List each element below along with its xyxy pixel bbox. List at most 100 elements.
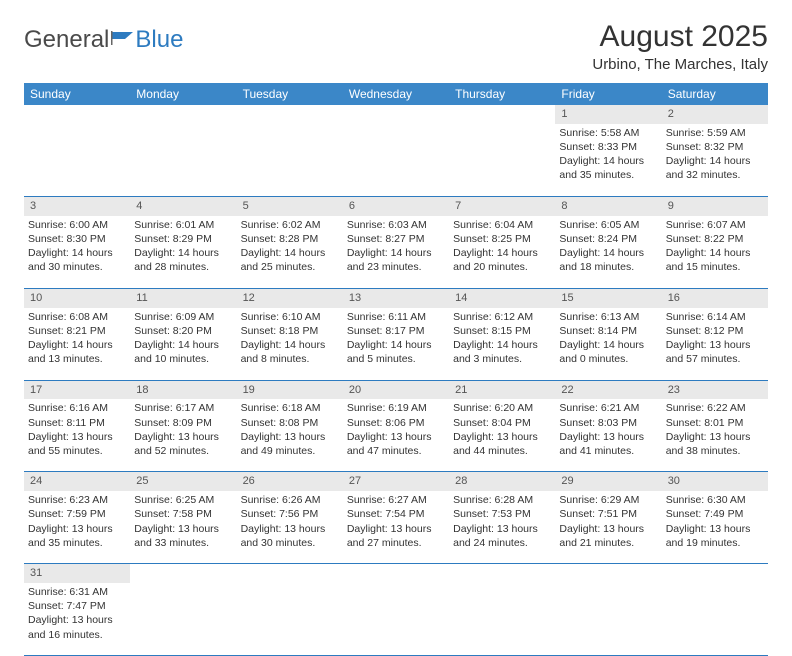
sunrise-text: Sunrise: 6:29 AM [559,493,657,507]
day-number-cell: 26 [237,472,343,491]
day-number-cell: 31 [24,564,130,583]
day-detail-cell: Sunrise: 6:25 AMSunset: 7:58 PMDaylight:… [130,491,236,564]
weekday-header: Thursday [449,83,555,105]
daylight-text: Daylight: 13 hours and 27 minutes. [347,522,445,550]
weekday-header: Sunday [24,83,130,105]
sunrise-text: Sunrise: 6:28 AM [453,493,551,507]
sunset-text: Sunset: 8:27 PM [347,232,445,246]
daylight-text: Daylight: 14 hours and 8 minutes. [241,338,339,366]
logo-text-2: Blue [135,26,183,54]
day-number-row: 24252627282930 [24,472,768,491]
daylight-text: Daylight: 13 hours and 21 minutes. [559,522,657,550]
day-detail-cell [343,124,449,197]
day-detail-cell: Sunrise: 6:05 AMSunset: 8:24 PMDaylight:… [555,216,661,289]
day-detail-row: Sunrise: 6:16 AMSunset: 8:11 PMDaylight:… [24,399,768,472]
sunrise-text: Sunrise: 6:19 AM [347,401,445,415]
calendar-table: SundayMondayTuesdayWednesdayThursdayFrid… [24,83,768,656]
sunset-text: Sunset: 8:04 PM [453,416,551,430]
weekday-header: Saturday [662,83,768,105]
sunrise-text: Sunrise: 6:04 AM [453,218,551,232]
day-detail-cell [24,124,130,197]
day-detail-cell: Sunrise: 6:14 AMSunset: 8:12 PMDaylight:… [662,308,768,381]
daylight-text: Daylight: 13 hours and 41 minutes. [559,430,657,458]
sunrise-text: Sunrise: 6:10 AM [241,310,339,324]
sunset-text: Sunset: 8:30 PM [28,232,126,246]
day-number-cell: 3 [24,196,130,215]
sunset-text: Sunset: 7:47 PM [28,599,126,613]
day-number-cell: 10 [24,288,130,307]
day-number-cell: 20 [343,380,449,399]
day-detail-row: Sunrise: 6:31 AMSunset: 7:47 PMDaylight:… [24,583,768,656]
sunrise-text: Sunrise: 6:09 AM [134,310,232,324]
day-detail-cell: Sunrise: 6:09 AMSunset: 8:20 PMDaylight:… [130,308,236,381]
daylight-text: Daylight: 14 hours and 35 minutes. [559,154,657,182]
day-detail-cell [555,583,661,656]
day-number-cell: 5 [237,196,343,215]
sunrise-text: Sunrise: 5:58 AM [559,126,657,140]
sunrise-text: Sunrise: 6:13 AM [559,310,657,324]
daylight-text: Daylight: 13 hours and 38 minutes. [666,430,764,458]
day-detail-cell: Sunrise: 5:58 AMSunset: 8:33 PMDaylight:… [555,124,661,197]
daylight-text: Daylight: 14 hours and 13 minutes. [28,338,126,366]
day-detail-cell: Sunrise: 6:07 AMSunset: 8:22 PMDaylight:… [662,216,768,289]
day-detail-cell: Sunrise: 6:11 AMSunset: 8:17 PMDaylight:… [343,308,449,381]
sunset-text: Sunset: 8:03 PM [559,416,657,430]
day-detail-cell: Sunrise: 6:26 AMSunset: 7:56 PMDaylight:… [237,491,343,564]
sunset-text: Sunset: 8:06 PM [347,416,445,430]
day-detail-cell: Sunrise: 6:22 AMSunset: 8:01 PMDaylight:… [662,399,768,472]
daylight-text: Daylight: 14 hours and 18 minutes. [559,246,657,274]
day-number-cell [130,105,236,124]
daylight-text: Daylight: 13 hours and 47 minutes. [347,430,445,458]
day-detail-cell: Sunrise: 6:04 AMSunset: 8:25 PMDaylight:… [449,216,555,289]
sunset-text: Sunset: 7:49 PM [666,507,764,521]
day-number-cell: 25 [130,472,236,491]
daylight-text: Daylight: 14 hours and 32 minutes. [666,154,764,182]
day-number-cell: 11 [130,288,236,307]
day-number-cell [343,564,449,583]
day-number-cell [237,564,343,583]
day-number-cell [555,564,661,583]
daylight-text: Daylight: 13 hours and 57 minutes. [666,338,764,366]
daylight-text: Daylight: 13 hours and 33 minutes. [134,522,232,550]
day-detail-cell: Sunrise: 6:10 AMSunset: 8:18 PMDaylight:… [237,308,343,381]
sunrise-text: Sunrise: 5:59 AM [666,126,764,140]
sunrise-text: Sunrise: 6:26 AM [241,493,339,507]
day-number-row: 10111213141516 [24,288,768,307]
day-number-cell [662,564,768,583]
day-number-cell: 28 [449,472,555,491]
daylight-text: Daylight: 14 hours and 25 minutes. [241,246,339,274]
sunset-text: Sunset: 8:08 PM [241,416,339,430]
sunrise-text: Sunrise: 6:18 AM [241,401,339,415]
day-number-cell [343,105,449,124]
day-detail-cell: Sunrise: 6:19 AMSunset: 8:06 PMDaylight:… [343,399,449,472]
day-detail-cell: Sunrise: 6:01 AMSunset: 8:29 PMDaylight:… [130,216,236,289]
day-detail-cell: Sunrise: 6:23 AMSunset: 7:59 PMDaylight:… [24,491,130,564]
day-number-cell: 18 [130,380,236,399]
day-detail-cell [237,124,343,197]
day-detail-cell: Sunrise: 6:21 AMSunset: 8:03 PMDaylight:… [555,399,661,472]
flag-icon [111,26,135,54]
sunset-text: Sunset: 8:09 PM [134,416,232,430]
sunrise-text: Sunrise: 6:17 AM [134,401,232,415]
title-block: August 2025 Urbino, The Marches, Italy [592,20,768,79]
day-number-cell [130,564,236,583]
daylight-text: Daylight: 14 hours and 15 minutes. [666,246,764,274]
day-number-cell: 2 [662,105,768,124]
day-detail-row: Sunrise: 6:00 AMSunset: 8:30 PMDaylight:… [24,216,768,289]
day-detail-cell [662,583,768,656]
sunset-text: Sunset: 8:14 PM [559,324,657,338]
daylight-text: Daylight: 13 hours and 19 minutes. [666,522,764,550]
sunset-text: Sunset: 8:25 PM [453,232,551,246]
day-detail-cell: Sunrise: 6:30 AMSunset: 7:49 PMDaylight:… [662,491,768,564]
day-number-cell: 8 [555,196,661,215]
sunset-text: Sunset: 7:59 PM [28,507,126,521]
day-detail-cell: Sunrise: 6:03 AMSunset: 8:27 PMDaylight:… [343,216,449,289]
sunrise-text: Sunrise: 6:27 AM [347,493,445,507]
sunset-text: Sunset: 8:15 PM [453,324,551,338]
daylight-text: Daylight: 14 hours and 0 minutes. [559,338,657,366]
logo-text-1: General [24,26,109,54]
sunrise-text: Sunrise: 6:20 AM [453,401,551,415]
sunset-text: Sunset: 8:24 PM [559,232,657,246]
daylight-text: Daylight: 14 hours and 10 minutes. [134,338,232,366]
sunrise-text: Sunrise: 6:30 AM [666,493,764,507]
